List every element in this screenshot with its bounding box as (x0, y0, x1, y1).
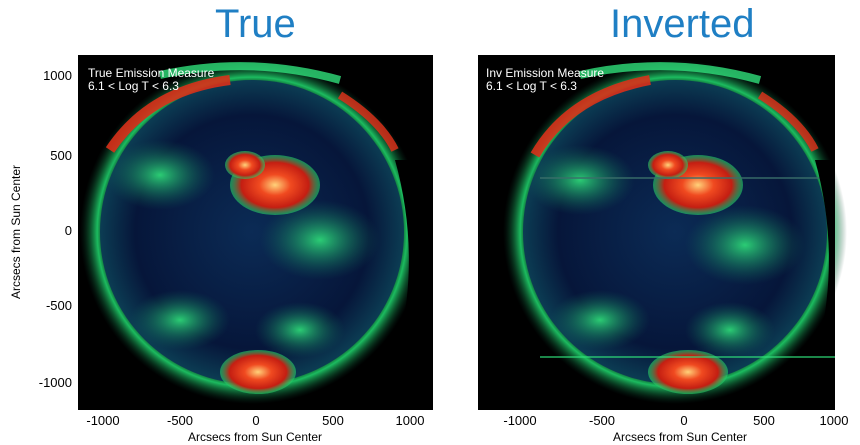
coronal-structure (130, 290, 230, 350)
coronal-structure (260, 200, 380, 280)
x-tick-label: -1000 (503, 413, 536, 428)
y-tick-label: 0 (65, 223, 72, 238)
limb-arc (105, 75, 231, 153)
coronal-structure (550, 290, 650, 350)
limb-arc (579, 62, 762, 84)
coronal-structure (105, 140, 215, 210)
panel-title-inverted: Inverted (610, 2, 755, 46)
limb-arc (757, 91, 819, 152)
panel-true-image (78, 55, 433, 410)
y-tick-label: 500 (50, 148, 72, 163)
y-tick-label: -500 (46, 298, 72, 313)
x-tick-label: 0 (252, 413, 259, 428)
x-axis-label: Arcsecs from Sun Center (613, 430, 747, 444)
x-tick-label: 1000 (820, 413, 849, 428)
limb-arc (337, 91, 399, 152)
image-label-line-2: 6.1 < Log T < 6.3 (88, 79, 179, 93)
coronal-structure (685, 302, 775, 358)
x-tick-label: -1000 (86, 413, 119, 428)
y-axis-label: Arcsecs from Sun Center (9, 165, 23, 299)
x-tick-label: -500 (167, 413, 193, 428)
coronal-structure (685, 205, 805, 285)
edge-cutout (395, 160, 433, 340)
coronal-structure (525, 145, 635, 215)
image-label-line-1: Inv Emission Measure (486, 66, 604, 80)
y-tick-label: -1000 (39, 375, 72, 390)
x-tick-label: -500 (589, 413, 615, 428)
active-region (225, 151, 265, 179)
limb-arc (159, 62, 342, 84)
active-region (648, 151, 688, 179)
image-label-line-1: True Emission Measure (88, 66, 215, 80)
south-bright-region (220, 350, 296, 394)
x-tick-label: 1000 (396, 413, 425, 428)
coronal-structure (255, 302, 345, 358)
edge-cutout (815, 160, 835, 340)
limb-arc (530, 75, 651, 158)
south-bright-region (648, 350, 728, 394)
image-label-line-2: 6.1 < Log T < 6.3 (486, 79, 577, 93)
x-tick-label: 500 (322, 413, 344, 428)
x-tick-label: 0 (680, 413, 687, 428)
y-tick-label: 1000 (43, 68, 72, 83)
panel-inverted-image (478, 55, 847, 410)
panel-title-true: True (215, 2, 296, 46)
x-tick-label: 500 (753, 413, 775, 428)
x-axis-label: Arcsecs from Sun Center (188, 430, 322, 444)
